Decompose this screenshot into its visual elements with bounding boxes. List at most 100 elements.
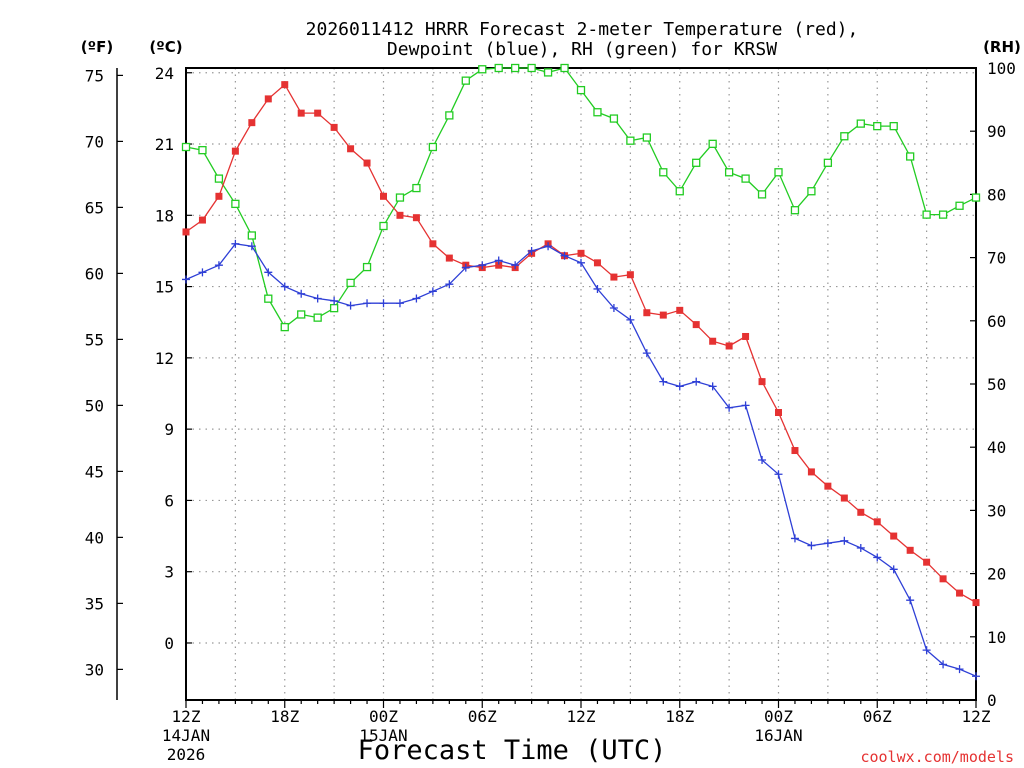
rh-point	[675, 187, 684, 196]
dewpoint-point	[379, 299, 388, 308]
temperature-point	[281, 81, 289, 89]
temperature-point	[890, 532, 898, 540]
temperature-point	[807, 468, 815, 476]
temperature-point	[347, 145, 355, 153]
celsius-tick-label: 18	[155, 206, 174, 225]
temperature-point	[956, 589, 964, 597]
dewpoint-point	[708, 382, 717, 391]
rh-point	[346, 278, 355, 288]
celsius-tick-label: 15	[155, 278, 174, 297]
temperature-point	[939, 575, 947, 583]
rh-point	[280, 322, 289, 332]
celsius-unit-label: (ºC)	[149, 38, 182, 56]
rh-point	[708, 139, 717, 148]
dewpoint-point	[577, 258, 585, 267]
grid-lines	[186, 68, 976, 700]
rh-tick-label: 60	[987, 312, 1006, 331]
dewpoint-point	[642, 349, 651, 358]
celsius-tick-label: 6	[164, 491, 174, 510]
rh-tick-label: 20	[987, 565, 1006, 584]
dewpoint-point	[231, 239, 240, 248]
temperature-point	[396, 211, 404, 219]
temperature-point	[742, 332, 750, 340]
rh-point	[757, 190, 767, 199]
dewpoint-point	[527, 246, 536, 255]
rh-point	[362, 262, 372, 272]
fahrenheit-tick-label: 35	[85, 594, 104, 613]
rh-point	[428, 142, 438, 152]
rh-tick-label: 10	[987, 628, 1006, 647]
rh-point	[741, 174, 750, 183]
rh-tick-label: 100	[987, 59, 1016, 78]
rh-axis-ticks: 0 10 20 30 40 50 60 70 80 90 100	[970, 59, 1016, 710]
fahrenheit-tick-label: 60	[85, 264, 104, 283]
temperature-point	[297, 109, 305, 117]
temperature-point	[412, 214, 420, 222]
rh-tick-label: 0	[987, 691, 997, 710]
temperature-point	[231, 147, 239, 155]
dewpoint-point	[725, 403, 734, 412]
celsius-tick-label: 12	[155, 349, 174, 368]
dewpoint-point	[198, 268, 207, 277]
temperature-point	[380, 192, 387, 200]
date-label: 15JAN	[359, 726, 407, 745]
celsius-tick-label: 9	[164, 420, 174, 439]
rh-point	[214, 174, 224, 183]
rh-point	[823, 158, 833, 167]
dewpoint-point	[906, 596, 915, 605]
rh-tick-label: 40	[987, 438, 1006, 457]
time-tick-label: 00Z	[764, 707, 793, 726]
temperature-point	[626, 271, 634, 279]
temperature-point	[873, 518, 881, 526]
temperature-point	[363, 159, 371, 167]
rh-point	[593, 108, 602, 117]
temperature-point	[725, 342, 733, 350]
rh-point	[840, 132, 849, 141]
time-tick-label: 12Z	[567, 707, 596, 726]
dewpoint-point	[889, 565, 898, 574]
dewpoint-point	[741, 401, 750, 410]
dewpoint-point	[280, 282, 289, 291]
rh-point	[461, 76, 470, 85]
temperature-point	[824, 482, 832, 490]
temperature-point	[676, 306, 684, 314]
rh-tick-label: 70	[987, 249, 1006, 268]
dewpoint-point	[346, 301, 355, 310]
credit-text: coolwx.com/models	[860, 748, 1014, 766]
rh-point	[181, 142, 191, 152]
dewpoint-point	[659, 377, 668, 386]
dewpoint-point	[247, 242, 256, 251]
temperature-point	[330, 123, 338, 131]
dewpoint-point	[297, 289, 306, 298]
temperature-point	[577, 249, 585, 257]
temperature-point	[791, 447, 799, 455]
rh-point	[659, 168, 668, 177]
dewpoint-point	[544, 242, 553, 251]
dewpoint-point	[313, 294, 322, 303]
dewpoint-point	[560, 251, 569, 260]
dewpoint-point	[840, 536, 849, 545]
rh-point	[231, 199, 240, 209]
rh-tick-label: 30	[987, 501, 1006, 520]
temperature-point	[593, 259, 601, 267]
dewpoint-point	[445, 280, 454, 289]
rh-point	[889, 121, 898, 131]
date-label: 16JAN	[754, 726, 802, 745]
fahrenheit-tick-label: 40	[85, 528, 104, 547]
time-tick-label: 12Z	[962, 707, 991, 726]
temperature-point	[659, 311, 667, 319]
temperature-point	[775, 409, 782, 417]
rh-tick-label: 50	[987, 375, 1006, 394]
dewpoint-point	[823, 539, 832, 548]
celsius-tick-label: 21	[155, 135, 174, 154]
temperature-point	[495, 261, 503, 269]
temperature-point	[182, 228, 190, 236]
rh-point	[922, 210, 931, 219]
dewpoint-point	[363, 299, 372, 308]
temperature-point	[692, 321, 700, 329]
x-axis-label: Forecast Time (UTC)	[358, 735, 667, 766]
celsius-axis-ticks: 0 3 6 9 12 15 18 21 24	[155, 64, 192, 653]
dewpoint-point	[593, 284, 602, 293]
